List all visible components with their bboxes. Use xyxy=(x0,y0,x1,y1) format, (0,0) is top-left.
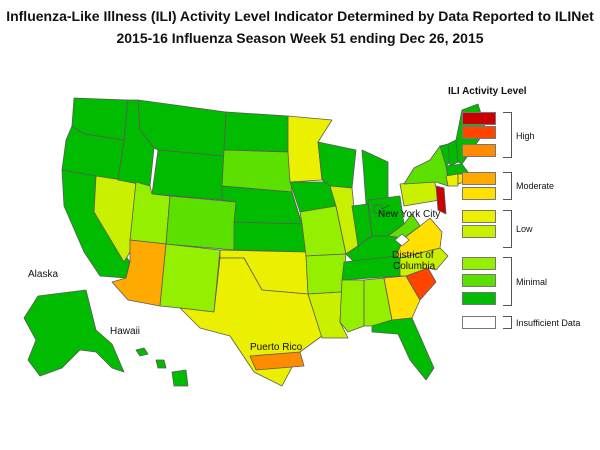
state-nm xyxy=(159,243,221,313)
label-dc-line1: District of xyxy=(392,250,434,261)
state-ct xyxy=(445,173,459,187)
state-ar xyxy=(305,253,347,295)
legend-swatch-level-1 xyxy=(462,292,496,305)
legend-swatch-level-0 xyxy=(462,316,496,329)
state-wi xyxy=(317,141,357,189)
state-ks xyxy=(233,221,307,253)
legend-title: ILI Activity Level xyxy=(448,86,527,97)
state-wy xyxy=(151,149,225,201)
state-nyc xyxy=(373,204,383,214)
state-fl xyxy=(371,317,435,381)
legend-label-low: Low xyxy=(516,224,533,234)
state-pr xyxy=(249,351,305,371)
label-puerto-rico: Puerto Rico xyxy=(250,342,303,353)
chart-title: Influenza-Like Illness (ILI) Activity Le… xyxy=(6,8,594,24)
legend-bracket-moderate xyxy=(503,172,512,200)
legend-swatch-level-2 xyxy=(462,274,496,287)
legend-label-high: High xyxy=(516,131,535,141)
legend-label-moderate: Moderate xyxy=(516,181,555,191)
state-hi xyxy=(135,347,189,387)
state-la xyxy=(307,291,349,339)
label-nyc: New York City xyxy=(378,209,440,220)
legend-label-insufficient: Insufficient Data xyxy=(516,318,581,328)
state-ak xyxy=(23,289,125,377)
legend-swatch-level-6 xyxy=(462,187,496,200)
state-nj xyxy=(435,185,447,215)
legend-swatch-level-4 xyxy=(462,225,496,238)
legend-swatch-level-3 xyxy=(462,257,496,270)
legend-swatch-level-10 xyxy=(462,112,496,125)
legend-bracket-insufficient xyxy=(503,316,512,329)
state-dc xyxy=(394,233,410,247)
legend-bracket-low xyxy=(503,210,512,248)
label-dc-line2: Columbia xyxy=(393,261,436,272)
nyc-leader-line xyxy=(381,204,391,210)
label-hawaii: Hawaii xyxy=(110,326,140,337)
legend-bracket-high xyxy=(503,112,512,158)
legend-swatch-level-9 xyxy=(462,126,496,139)
label-alaska: Alaska xyxy=(28,269,58,280)
legend-swatch-level-7 xyxy=(462,172,496,185)
chart-subtitle: 2015-16 Influenza Season Week 51 ending … xyxy=(116,30,484,46)
legend-swatch-level-8 xyxy=(462,144,496,157)
state-mi xyxy=(361,149,389,205)
state-ms xyxy=(339,279,365,333)
state-co xyxy=(165,195,237,251)
legend-swatch-level-5 xyxy=(462,210,496,223)
state-sd xyxy=(221,149,293,193)
legend-bracket-minimal xyxy=(503,257,512,306)
legend-label-minimal: Minimal xyxy=(516,277,548,287)
state-nd xyxy=(223,111,289,153)
